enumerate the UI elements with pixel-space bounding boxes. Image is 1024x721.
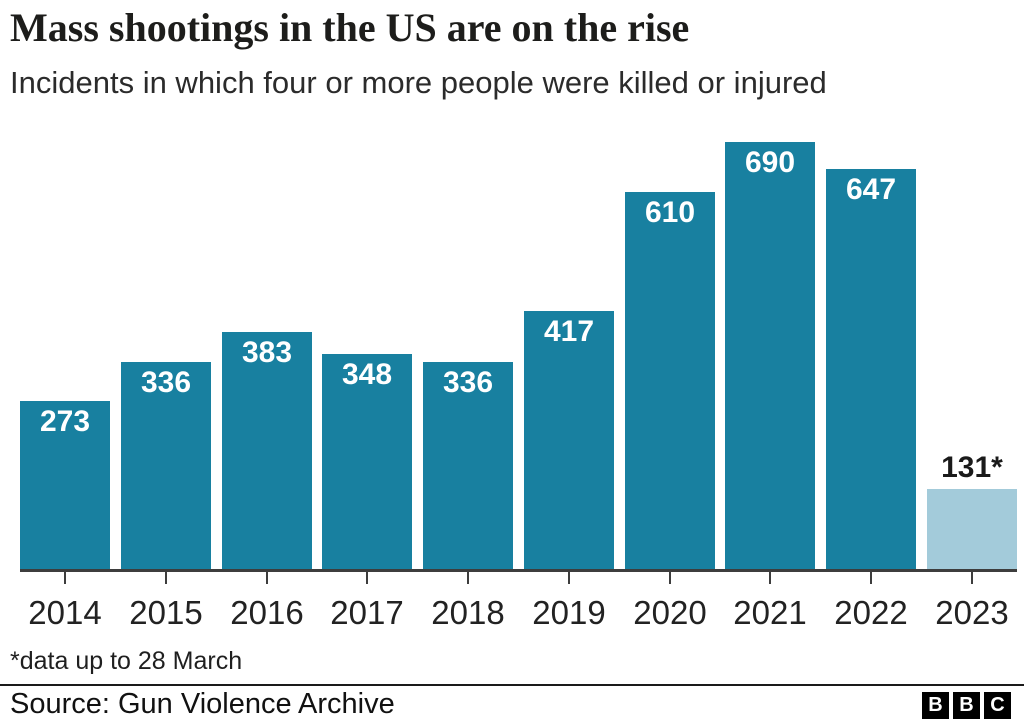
bar-slot-2023: 131*: [927, 142, 1017, 570]
source-attribution: Source: Gun Violence Archive: [10, 688, 395, 720]
bar-slot-2020: 610: [625, 142, 715, 570]
x-axis-tick-2016: [266, 572, 268, 584]
x-axis-label-2015: 2015: [129, 594, 203, 631]
x-axis-tick-2015: [165, 572, 167, 584]
x-axis-tick-2020: [669, 572, 671, 584]
chart-title: Mass shootings in the US are on the rise: [10, 5, 690, 50]
bar-2015: 336: [121, 362, 211, 570]
x-axis-tick-2017: [366, 572, 368, 584]
bar-value-2015: 336: [140, 366, 192, 399]
bar-slot-2019: 417: [524, 142, 614, 570]
footer-divider-line: [0, 684, 1024, 686]
x-axis-tick-2014: [64, 572, 66, 584]
bar-2014: 273: [20, 401, 110, 570]
bar-value-2022: 647: [845, 173, 897, 206]
bbc-logo-block-3: C: [984, 692, 1011, 719]
bar-chart-plot-area: 273 336 383 348 336 417 610 690 647 131*: [20, 142, 1017, 570]
x-axis-label-2020: 2020: [633, 594, 707, 631]
bar-2019: 417: [524, 311, 614, 570]
bar-2017: 348: [322, 354, 412, 570]
x-axis-tick-2018: [467, 572, 469, 584]
bar-slot-2021: 690: [725, 142, 815, 570]
bar-2021: 690: [725, 142, 815, 570]
x-axis-label-2014: 2014: [28, 594, 102, 631]
bar-slot-2022: 647: [826, 142, 916, 570]
bbc-logo-block-1: B: [922, 692, 949, 719]
bar-value-2016: 383: [241, 336, 293, 369]
bar-2022: 647: [826, 169, 916, 570]
x-axis-tick-2021: [769, 572, 771, 584]
bar-slot-2018: 336: [423, 142, 513, 570]
bar-value-2014: 273: [39, 405, 91, 438]
bar-2016: 383: [222, 332, 312, 570]
chart-subtitle: Incidents in which four or more people w…: [10, 65, 827, 100]
bar-value-2021: 690: [744, 146, 796, 179]
bar-value-2017: 348: [341, 358, 393, 391]
x-axis-label-2023: 2023: [935, 594, 1009, 631]
bar-slot-2017: 348: [322, 142, 412, 570]
x-axis-label-2021: 2021: [733, 594, 807, 631]
bar-2020: 610: [625, 192, 715, 570]
bar-slot-2014: 273: [20, 142, 110, 570]
bar-slot-2015: 336: [121, 142, 211, 570]
x-axis-label-2016: 2016: [230, 594, 304, 631]
x-axis-tick-2019: [568, 572, 570, 584]
x-axis-label-2019: 2019: [532, 594, 606, 631]
bar-value-2018: 336: [442, 366, 494, 399]
bbc-logo-block-2: B: [953, 692, 980, 719]
x-axis-label-2018: 2018: [431, 594, 505, 631]
bar-2023: 131*: [927, 451, 1017, 570]
bar-value-2020: 610: [644, 196, 696, 229]
x-axis-label-2017: 2017: [330, 594, 404, 631]
x-axis-line: [20, 569, 1017, 572]
x-axis-tick-2023: [971, 572, 973, 584]
x-axis-label-2022: 2022: [834, 594, 908, 631]
bar-2018: 336: [423, 362, 513, 570]
bar-slot-2016: 383: [222, 142, 312, 570]
bar-value-2023: 131*: [941, 451, 1003, 484]
bar-value-2019: 417: [543, 315, 595, 348]
chart-footnote: *data up to 28 March: [10, 647, 243, 675]
x-axis-tick-2022: [870, 572, 872, 584]
